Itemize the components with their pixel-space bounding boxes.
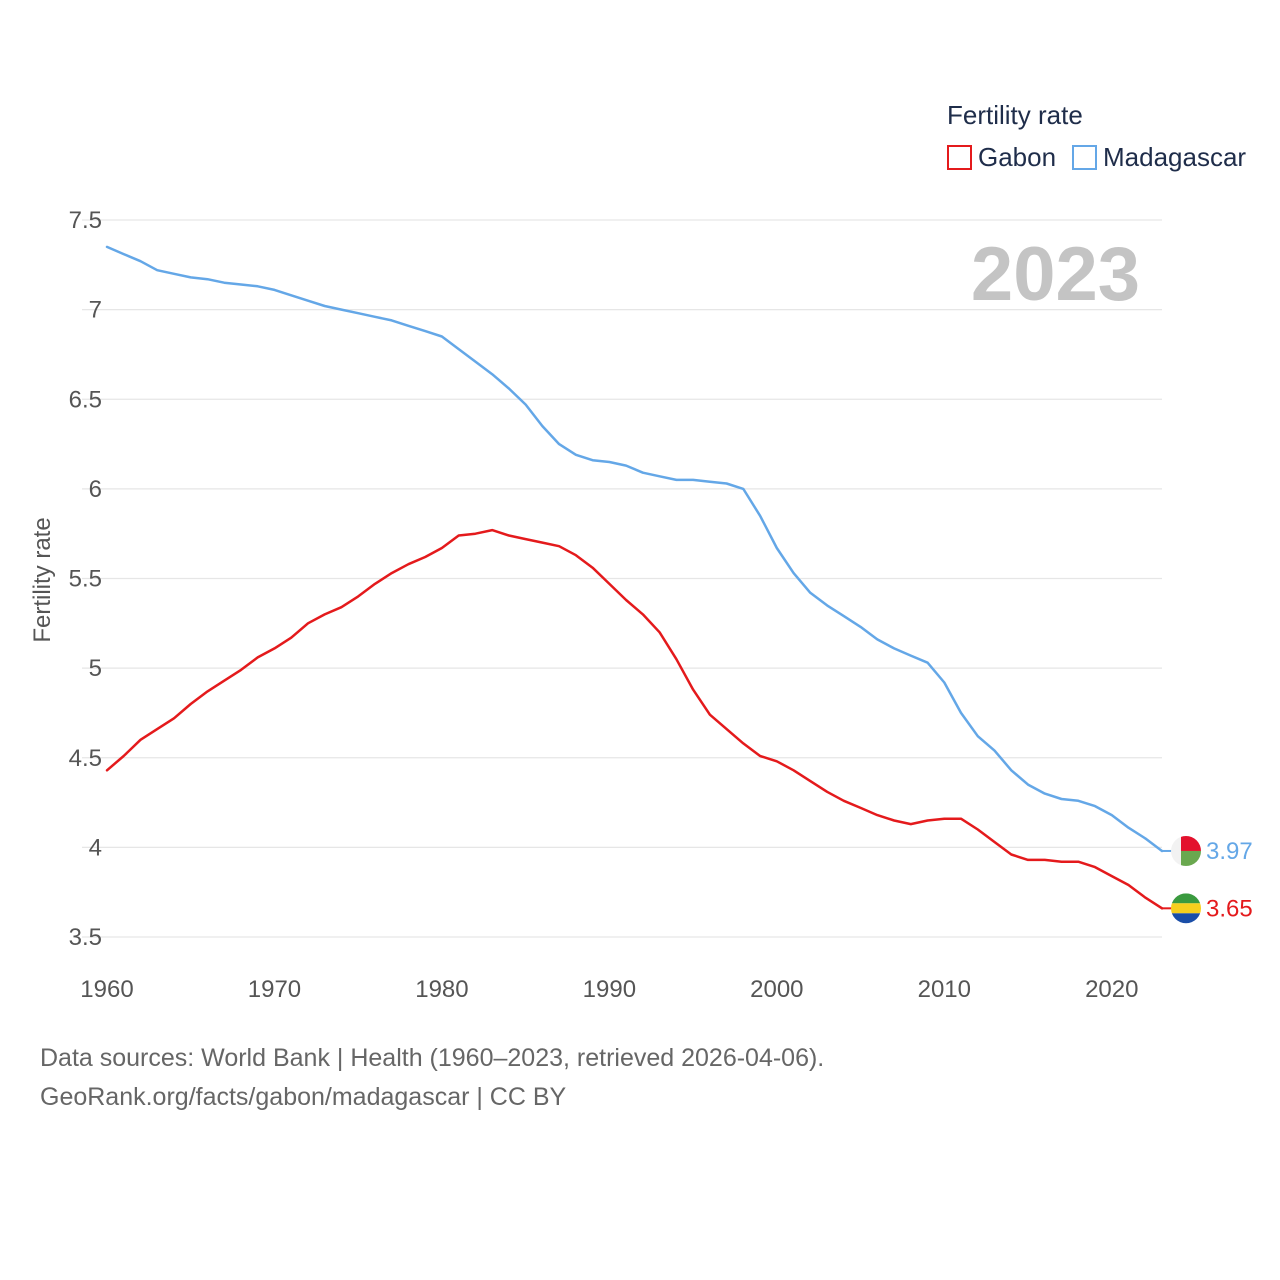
y-tick-label: 6.5 (69, 386, 102, 413)
gabon-flag-icon (1171, 893, 1201, 924)
x-tick-label: 1980 (415, 976, 468, 1003)
x-tick-label: 2020 (1085, 976, 1138, 1003)
footer-credit: GeoRank.org/facts/gabon/madagascar | CC … (40, 1083, 567, 1111)
y-tick-label: 4 (89, 834, 102, 861)
x-tick-label: 1960 (80, 976, 133, 1003)
y-tick-label: 5.5 (69, 566, 102, 593)
series-line-madagascar (105, 245, 1164, 853)
legend: Fertility rate Gabon Madagascar (947, 100, 1246, 172)
y-tick-label: 3.5 (69, 924, 102, 951)
y-tick-label: 7 (89, 297, 102, 324)
legend-item-gabon[interactable]: Gabon (947, 142, 1056, 172)
y-tick-label: 4.5 (69, 745, 102, 772)
footer-sources: Data sources: World Bank | Health (1960–… (40, 1044, 825, 1072)
series-end-markers: 3.65 3.97 (1162, 835, 1253, 924)
x-tick-label: 2000 (750, 976, 803, 1003)
legend-item-madagascar[interactable]: Madagascar (1072, 142, 1246, 172)
y-tick-label: 6 (89, 476, 102, 503)
end-value-label-madagascar: 3.97 (1206, 838, 1253, 865)
y-axis-title: Fertility rate (29, 517, 56, 642)
x-tick-label: 1970 (248, 976, 301, 1003)
legend-title: Fertility rate (947, 100, 1083, 130)
madagascar-flag-icon (1171, 835, 1201, 866)
series-line-gabon (105, 528, 1164, 910)
x-axis-ticks: 1960 1970 1980 1990 2000 2010 2020 (80, 976, 1138, 1003)
x-tick-label: 2010 (918, 976, 971, 1003)
y-tick-label: 7.5 (69, 207, 102, 234)
series-lines (105, 245, 1164, 910)
year-watermark: 2023 (971, 232, 1140, 317)
y-tick-label: 5 (89, 655, 102, 682)
grid-lines (82, 219, 1162, 938)
legend-swatch-madagascar (1072, 145, 1097, 170)
end-value-label-gabon: 3.65 (1206, 895, 1253, 922)
x-tick-label: 1990 (583, 976, 636, 1003)
legend-label-madagascar: Madagascar (1103, 142, 1246, 172)
legend-label-gabon: Gabon (978, 142, 1056, 172)
y-axis-ticks: 7.5 7 6.5 6 5.5 5 4.5 4 3.5 (69, 207, 102, 951)
legend-swatch-gabon (947, 145, 972, 170)
